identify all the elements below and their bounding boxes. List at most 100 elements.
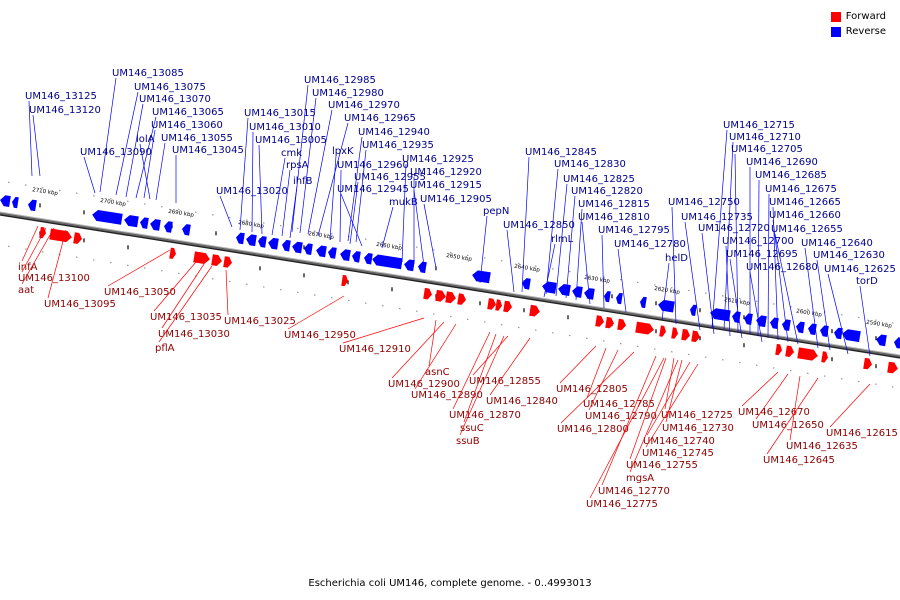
reverse-leader-line (139, 143, 151, 200)
reverse-gene-arrow (796, 321, 805, 334)
reverse-gene-arrow (404, 259, 415, 272)
legend: Forward Reverse (830, 9, 886, 39)
reverse-gene-arrow (616, 292, 623, 305)
reverse-leader-line (219, 195, 233, 228)
reverse-gene-arrow (604, 291, 611, 303)
reverse-gene-label: UM146_12630 (813, 250, 885, 261)
reverse-gene-label: UM146_12925 (402, 154, 474, 165)
reverse-leader-line (725, 245, 731, 337)
reverse-gene-label: UM146_13125 (25, 91, 97, 102)
tick-label: 2710 kbp (32, 187, 59, 197)
reverse-gene-label: ihfB (293, 176, 313, 187)
forward-gene-arrow (39, 226, 46, 239)
reverse-leader-line (355, 149, 367, 243)
forward-leader-line (766, 377, 819, 455)
forward-leader-line (153, 261, 197, 312)
forward-gene-label: mgsA (626, 473, 654, 484)
reverse-gene-arrow (372, 254, 403, 270)
forward-leader-line (452, 331, 491, 410)
reverse-gene-label: UM146_12710 (729, 132, 801, 143)
reverse-leader-line (827, 273, 849, 355)
reverse-gene-arrow (124, 215, 139, 228)
reverse-gene-label: UM146_12660 (769, 210, 841, 221)
reverse-leader-line (307, 109, 333, 235)
reverse-leader-line (767, 193, 770, 339)
forward-leader-line (629, 357, 667, 460)
tick-label: 2590 kbp (866, 320, 893, 330)
forward-leader-line (665, 359, 683, 423)
forward-gene-arrow (671, 327, 678, 339)
forward-gene-label: UM146_12670 (738, 407, 810, 418)
reverse-gene-arrow (316, 245, 327, 258)
reverse-gene-arrow (572, 286, 583, 298)
forward-gene-arrow (341, 274, 348, 287)
forward-gene-label: UM146_12890 (411, 390, 483, 401)
reverse-leader-line (772, 219, 789, 343)
forward-gene-label: UM146_12785 (583, 399, 655, 410)
forward-leader-line (601, 355, 657, 486)
reverse-leader-line (734, 153, 739, 333)
reverse-gene-label: UM146_12965 (344, 113, 416, 124)
forward-leader-line (225, 269, 229, 316)
reverse-gene-label: UM146_12780 (614, 239, 686, 250)
reverse-leader-line (575, 208, 583, 301)
reverse-leader-line (543, 243, 556, 298)
reverse-leader-line (859, 285, 871, 357)
reverse-gene-arrow (328, 247, 337, 259)
reverse-gene-label: UM146_13020 (216, 186, 288, 197)
forward-leader-line (21, 227, 55, 285)
forward-gene-arrow (211, 254, 222, 266)
reverse-leader-line (251, 131, 254, 233)
reverse-gene-arrow (744, 313, 753, 325)
reverse-gene-arrow (164, 221, 173, 233)
reverse-leader-line (729, 258, 743, 339)
forward-gene-label: UM146_12645 (763, 455, 835, 466)
reverse-leader-line (521, 156, 530, 293)
reverse-gene-arrow (808, 323, 817, 336)
reverse-gene-arrow (364, 253, 373, 265)
forward-leader-line (789, 375, 801, 441)
forward-gene-arrow (435, 289, 446, 302)
forward-gene-label: UM146_12805 (556, 384, 628, 395)
forward-leader-line (559, 345, 597, 384)
forward-gene-arrow (457, 293, 466, 305)
forward-leader-line (472, 335, 509, 376)
reverse-leader-line (774, 233, 799, 345)
reverse-leader-line (339, 169, 342, 243)
forward-leader-line (428, 319, 437, 367)
backbone (0, 211, 900, 358)
reverse-gene-arrow (584, 288, 595, 300)
reverse-gene-label: UM146_12795 (598, 225, 670, 236)
forward-gene-arrow (595, 315, 604, 327)
reverse-gene-arrow (246, 234, 257, 247)
forward-leader-line (21, 227, 47, 273)
forward-leader-line (829, 383, 871, 428)
reverse-gene-label: UM146_12690 (746, 157, 818, 168)
reverse-gene-label: UM146_12665 (769, 197, 841, 208)
reverse-gene-label: UM146_12985 (304, 75, 376, 86)
forward-gene-label: UM146_12745 (642, 448, 714, 459)
reverse-gene-label: UM146_12655 (771, 224, 843, 235)
reverse-gene-arrow (640, 296, 647, 309)
forward-gene-arrow (169, 247, 176, 259)
reverse-gene-label: UM146_12845 (525, 147, 597, 158)
reverse-leader-line (239, 117, 249, 231)
forward-gene-arrow (775, 343, 782, 356)
reverse-leader-line (28, 100, 33, 177)
reverse-gene-label: UM146_12640 (801, 238, 873, 249)
reverse-gene-label: UM146_13075 (134, 82, 206, 93)
forward-gene-arrow (423, 287, 432, 300)
reverse-leader-line (749, 271, 763, 343)
reverse-gene-arrow (150, 219, 161, 231)
reverse-gene-label: UM146_13045 (172, 145, 244, 156)
reverse-gene-label: UM146_12945 (337, 184, 409, 195)
forward-gene-label: UM146_13100 (18, 273, 90, 284)
reverse-gene-label: UM146_13065 (152, 107, 224, 118)
forward-gene-arrow (445, 291, 456, 304)
forward-leader-line (21, 225, 39, 262)
reverse-gene-label: UM146_12980 (312, 88, 384, 99)
forward-gene-label: UM146_12755 (626, 460, 698, 471)
forward-gene-label: UM146_12910 (339, 344, 411, 355)
reverse-gene-arrow (236, 232, 245, 245)
reverse-gene-label: cmk (281, 148, 302, 159)
